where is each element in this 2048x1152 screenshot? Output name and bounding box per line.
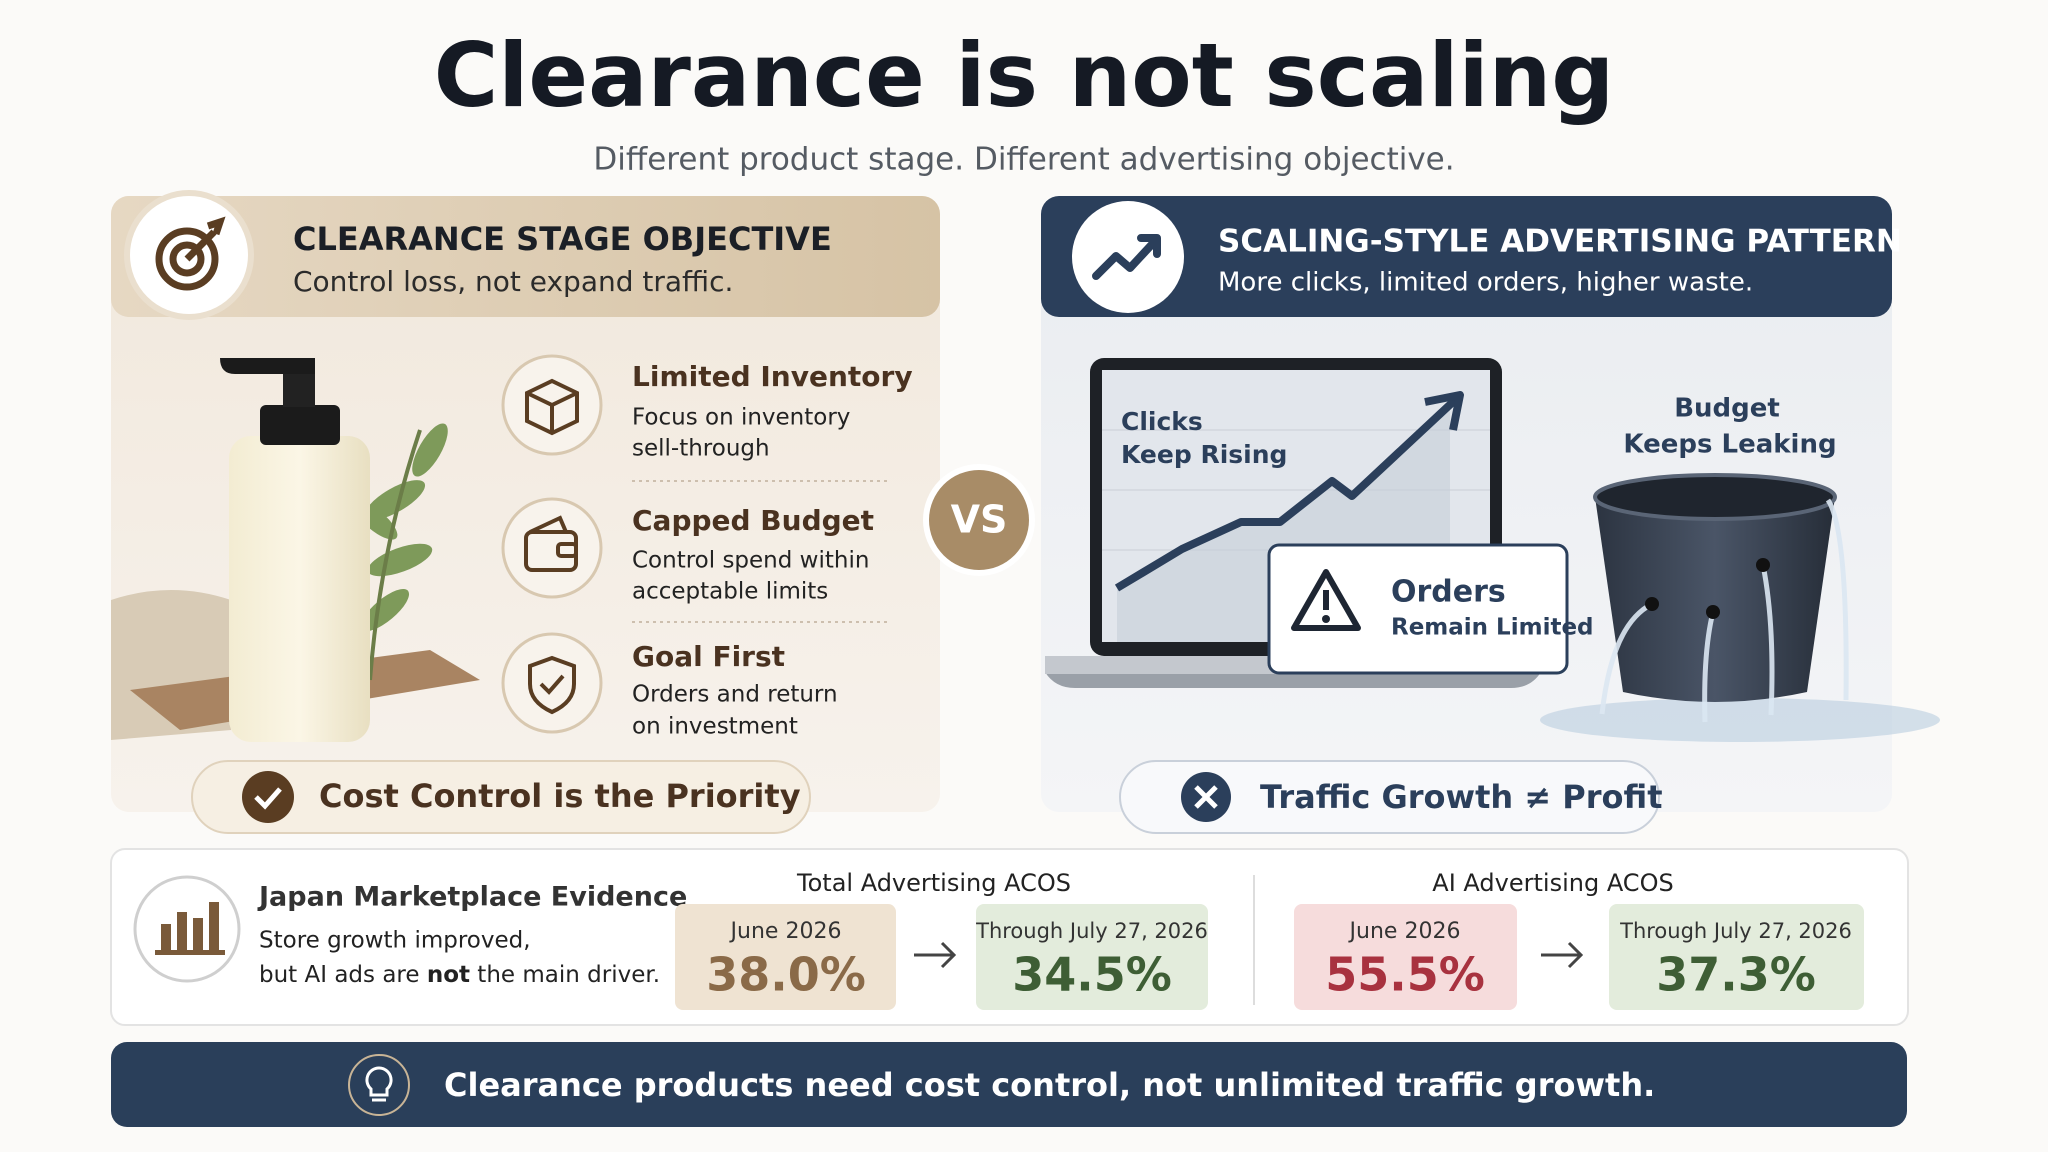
right-callout <box>1119 760 1660 834</box>
arrow <box>914 941 957 969</box>
evidence-line: Store growth improved, <box>259 928 531 954</box>
item-title: Goal First <box>632 640 785 673</box>
vs-circle <box>929 470 1029 570</box>
evidence-text: but AI ads are <box>259 962 427 988</box>
check-mark <box>254 787 282 810</box>
bucket-label: Keeps Leaking <box>1623 430 1836 460</box>
left-callout <box>191 760 811 834</box>
alert-title: Orders <box>1391 575 1506 610</box>
metric-value: 55.5% <box>1325 948 1485 1002</box>
metric-value: 34.5% <box>1012 948 1172 1002</box>
metric-title: AI Advertising ACOS <box>1432 869 1673 897</box>
bulb-icon-ring <box>348 1054 410 1116</box>
evidence-icon <box>155 902 225 955</box>
left-subtitle: Control loss, not expand traffic. <box>293 265 733 298</box>
item-icons <box>501 354 603 734</box>
warning-icon <box>1291 569 1361 631</box>
metric-period: June 2026 <box>1348 919 1461 944</box>
item-description: on investment <box>632 714 798 740</box>
item-description: Control spend within <box>632 548 869 574</box>
item-title: Capped Budget <box>632 504 874 537</box>
item-description: Orders and return <box>632 682 838 708</box>
item-description: Focus on inventory <box>632 405 850 431</box>
check-icon <box>242 771 294 823</box>
chart-label: Keep Rising <box>1121 440 1287 469</box>
metric-box <box>1294 904 1517 1010</box>
evidence-title: Japan Marketplace Evidence <box>257 882 687 913</box>
metric-value: 37.3% <box>1656 948 1816 1002</box>
metric-period: June 2026 <box>729 919 842 944</box>
metric-box <box>1609 904 1864 1010</box>
evidence-text: the main driver. <box>470 962 660 988</box>
alert-box <box>1267 543 1569 675</box>
bucket-label: Budget <box>1674 394 1780 424</box>
right-callout-text: Traffic Growth ≠ Profit <box>1260 778 1662 816</box>
item-title: Limited Inventory <box>632 360 913 393</box>
left-title: CLEARANCE STAGE OBJECTIVE <box>293 220 832 258</box>
bucket-illustration <box>1540 473 1940 742</box>
warning-dot <box>1322 615 1330 623</box>
metric-period: Through July 27, 2026 <box>975 919 1208 943</box>
evidence-line: but AI ads are not the main driver. <box>259 962 660 988</box>
right-header <box>1041 196 1892 317</box>
arrow <box>1541 941 1584 969</box>
metric-box <box>675 904 896 1010</box>
footer-banner <box>111 1042 1907 1127</box>
metric-title: Total Advertising ACOS <box>796 869 1071 897</box>
alert-text: Remain Limited <box>1391 615 1594 641</box>
item-description: sell-through <box>632 436 770 462</box>
right-title: SCALING-STYLE ADVERTISING PATTERN <box>1218 224 1902 260</box>
evidence-emphasis: not <box>427 962 470 988</box>
subtitle: Different product stage. Different adver… <box>593 142 1454 178</box>
target-icon <box>155 216 226 291</box>
metric-period: Through July 27, 2026 <box>1619 919 1852 943</box>
right-subtitle: More clicks, limited orders, higher wast… <box>1218 268 1753 298</box>
vs-text: VS <box>951 498 1008 542</box>
metric-box <box>976 904 1208 1010</box>
left-header <box>111 196 940 317</box>
trend-icon <box>1092 234 1161 280</box>
metric-value: 38.0% <box>706 948 866 1002</box>
bottle-illustration <box>111 358 480 742</box>
bulb-icon <box>365 1066 393 1102</box>
chart-label: Clicks <box>1121 407 1203 436</box>
x-mark <box>1194 785 1218 809</box>
footer-text: Clearance products need cost control, no… <box>444 1066 1655 1104</box>
title: Clearance is not scaling <box>434 24 1615 127</box>
item-description: acceptable limits <box>632 579 828 605</box>
trend-icon-bg <box>1072 201 1184 313</box>
left-callout-text: Cost Control is the Priority <box>319 777 801 815</box>
